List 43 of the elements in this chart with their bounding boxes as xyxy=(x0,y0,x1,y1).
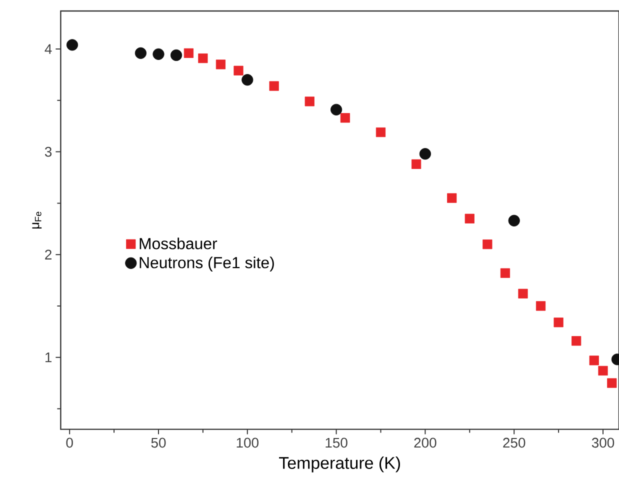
point xyxy=(447,193,457,203)
point xyxy=(170,49,182,61)
y-tick-label: 2 xyxy=(45,250,52,260)
x-tick-label: 50 xyxy=(151,438,166,448)
x-tick-label: 300 xyxy=(592,438,614,448)
point xyxy=(330,104,342,116)
y-axis-title: μ$_{Fe}$ xyxy=(32,212,42,229)
legend-label: Neutrons (Fe1 site) xyxy=(140,256,274,272)
point xyxy=(152,48,164,60)
point xyxy=(482,240,492,250)
point xyxy=(412,159,422,169)
point xyxy=(500,268,510,278)
point xyxy=(419,148,431,160)
x-tick-label: 100 xyxy=(236,438,258,448)
x-tick-label: 200 xyxy=(414,438,436,448)
point xyxy=(216,60,226,70)
point xyxy=(198,53,208,64)
point xyxy=(598,366,608,376)
point xyxy=(589,356,599,366)
point xyxy=(536,301,546,311)
point xyxy=(340,113,350,123)
x-axis-title: Temperature (K) xyxy=(279,456,400,472)
point xyxy=(607,378,617,388)
y-tick-label: 4 xyxy=(44,44,52,54)
y-tick-label: 3 xyxy=(44,146,52,157)
y-tick-label: 1 xyxy=(45,352,52,362)
point xyxy=(134,47,147,59)
point xyxy=(66,39,78,51)
x-tick-label: 150 xyxy=(326,438,348,448)
x-tick-label: 0 xyxy=(66,438,73,448)
point xyxy=(518,288,528,298)
point xyxy=(554,318,564,328)
point xyxy=(234,66,244,76)
x-tick-label: 250 xyxy=(503,438,526,448)
point xyxy=(184,48,194,58)
point xyxy=(242,74,254,86)
point xyxy=(508,214,520,226)
point xyxy=(304,96,314,106)
point xyxy=(464,214,474,224)
point xyxy=(572,336,582,346)
point xyxy=(376,127,386,138)
point xyxy=(269,81,279,91)
legend-label: Mossbauer xyxy=(140,238,218,250)
